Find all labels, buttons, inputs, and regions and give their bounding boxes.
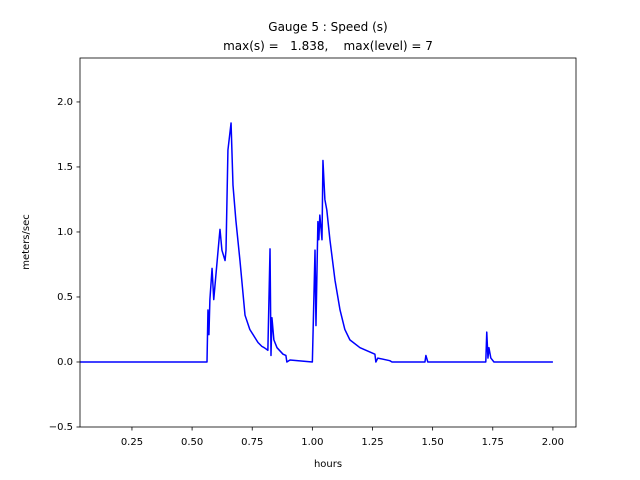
plot-area (80, 122, 553, 363)
x-axis-label: hours (314, 459, 342, 470)
x-tick-label: 1.75 (482, 437, 504, 448)
y-tick-label: 0.0 (57, 357, 73, 368)
x-tick-label: 1.00 (301, 437, 323, 448)
x-tick-label: 1.25 (361, 437, 383, 448)
y-tick-label: 1.5 (57, 162, 73, 173)
y-tick-label: 1.0 (57, 227, 73, 238)
x-tick-label: 0.25 (121, 437, 143, 448)
chart-subtitle: max(s) = 1.838, max(level) = 7 (223, 39, 433, 53)
data-line (80, 122, 553, 363)
y-axis-label: meters/sec (21, 214, 32, 270)
x-tick-label: 0.75 (241, 437, 263, 448)
x-tick-label: 1.50 (422, 437, 444, 448)
axes-frame (79, 57, 577, 428)
y-tick-label: −0.5 (49, 422, 73, 433)
x-tick-label: 0.50 (181, 437, 203, 448)
chart-title: Gauge 5 : Speed (s) (268, 20, 387, 34)
y-tick-label: 2.0 (57, 97, 73, 108)
y-tick-label: 0.5 (57, 292, 73, 303)
x-tick-label: 2.00 (542, 437, 564, 448)
